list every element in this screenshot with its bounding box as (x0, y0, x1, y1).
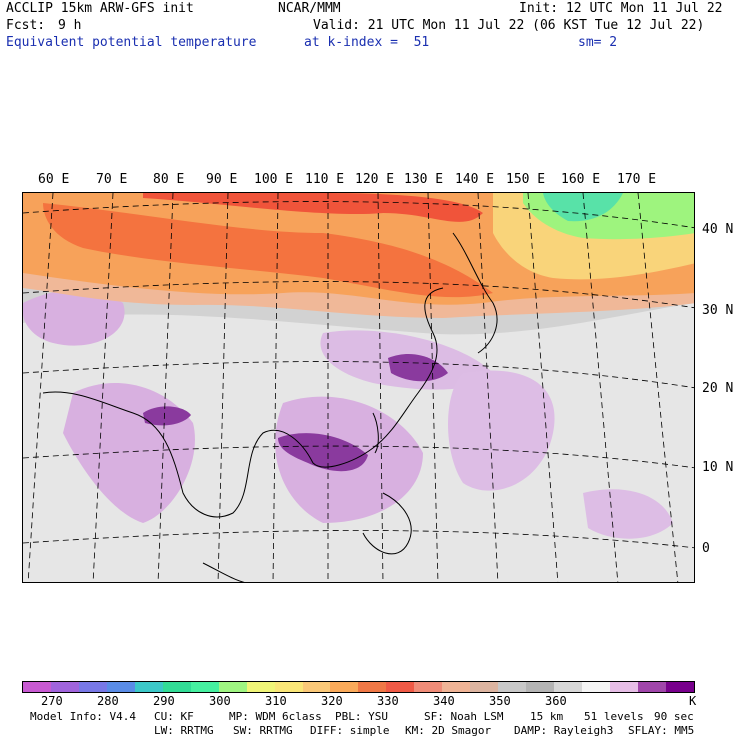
model-title: ACCLIP 15km ARW-GFS init (6, 1, 194, 16)
colorbar (22, 681, 695, 693)
lon-label: 70 E (96, 172, 128, 187)
colorbar-tick: 330 (377, 694, 399, 708)
lon-label: 90 E (206, 172, 238, 187)
lon-label: 80 E (153, 172, 185, 187)
colorbar-swatch (610, 682, 638, 692)
lon-label: 120 E (355, 172, 395, 187)
colorbar-swatch (274, 682, 303, 692)
damping-option: DAMP: Rayleigh3 (514, 724, 614, 737)
colorbar-swatch (78, 682, 107, 692)
colorbar-swatch (554, 682, 583, 692)
purple-core (278, 433, 368, 472)
colorbar-swatch (386, 682, 415, 692)
map-canvas (23, 193, 694, 582)
colorbar-swatch (442, 682, 471, 692)
hot-core (143, 193, 483, 222)
hot-band (43, 203, 493, 298)
model-info: Model Info: V4.4 (30, 710, 136, 723)
pbl-scheme: PBL: YSU (335, 710, 388, 723)
longwave-scheme: LW: RRTMG (154, 724, 214, 737)
colorbar-tick: 360 (545, 694, 567, 708)
lat-label: 0 (702, 541, 710, 556)
surface-layer-option: SFLAY: MM5 (628, 724, 695, 737)
lilac-region (448, 370, 555, 491)
lon-label: 130 E (404, 172, 444, 187)
colorbar-tick: 300 (209, 694, 231, 708)
lilac-region (583, 489, 673, 539)
theta-e-map (22, 192, 695, 583)
colorbar-swatch (665, 682, 694, 692)
colorbar-swatch (414, 682, 443, 692)
lon-label: 170 E (617, 172, 657, 187)
graticule (23, 193, 694, 582)
purple-core (143, 406, 191, 426)
colorbar-tick: 290 (153, 694, 175, 708)
km-option: KM: 2D Smagor (405, 724, 492, 737)
colorbar-swatch (526, 682, 555, 692)
colorbar-swatch (470, 682, 499, 692)
colorbar-swatch (50, 682, 79, 692)
colorbar-swatch (134, 682, 163, 692)
forecast-hours: 9 h (58, 18, 82, 33)
forecast-label: Fcst: (6, 18, 46, 33)
coastlines (42, 232, 498, 582)
colorbar-swatch (246, 682, 275, 692)
colorbar-swatch (162, 682, 191, 692)
colorbar-swatch (330, 682, 359, 692)
lat-label: 10 N (702, 460, 734, 475)
microphysics-scheme: MP: WDM 6class (229, 710, 322, 723)
vertical-levels: 51 levels (584, 710, 644, 723)
time-step: 90 sec (654, 710, 694, 723)
init-time: Init: 12 UTC Mon 11 Jul 22 (519, 1, 723, 16)
colorbar-swatch (190, 682, 219, 692)
colorbar-unit: K (689, 694, 697, 708)
colorbar-swatch (637, 682, 666, 692)
colorbar-swatch (23, 682, 51, 692)
lon-label: 160 E (561, 172, 601, 187)
lon-label: 110 E (305, 172, 345, 187)
valid-time: Valid: 21 UTC Mon 11 Jul 22 (06 KST Tue … (313, 18, 705, 33)
colorbar-swatch (302, 682, 331, 692)
cumulus-scheme: CU: KF (154, 710, 194, 723)
lat-label: 40 N (702, 222, 734, 237)
colorbar-swatch (582, 682, 611, 692)
smoothing-info: sm= 2 (578, 35, 618, 50)
center-label: NCAR/MMM (278, 1, 341, 16)
colorbar-tick: 350 (489, 694, 511, 708)
lon-label: 100 E (254, 172, 294, 187)
lat-label: 20 N (702, 381, 734, 396)
grid-spacing: 15 km (530, 710, 564, 723)
lilac-region (23, 289, 125, 346)
colorbar-tick: 280 (97, 694, 119, 708)
colorbar-tick: 270 (41, 694, 63, 708)
lon-label: 150 E (506, 172, 546, 187)
colorbar-tick: 340 (433, 694, 455, 708)
lon-label: 140 E (455, 172, 495, 187)
field-name: Equivalent potential temperature (6, 35, 257, 50)
lat-label: 30 N (702, 303, 734, 318)
colorbar-tick: 320 (321, 694, 343, 708)
colorbar-swatch (358, 682, 387, 692)
colorbar-tick: 310 (265, 694, 287, 708)
lon-label: 60 E (38, 172, 70, 187)
colorbar-swatch (106, 682, 135, 692)
diffusion-option: DIFF: simple (310, 724, 390, 737)
level-info: at k-index = 51 (304, 35, 430, 50)
colorbar-swatch (218, 682, 247, 692)
surface-scheme: SF: Noah LSM (424, 710, 504, 723)
green-core (543, 193, 623, 222)
shortwave-scheme: SW: RRTMG (233, 724, 293, 737)
colorbar-swatch (498, 682, 527, 692)
